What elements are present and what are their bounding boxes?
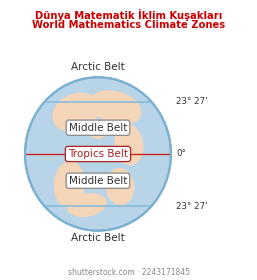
Ellipse shape xyxy=(106,168,134,205)
Text: Dünya Matematik İklim Kuşakları: Dünya Matematik İklim Kuşakları xyxy=(35,9,222,21)
Text: 23° 27': 23° 27' xyxy=(176,202,208,211)
Circle shape xyxy=(25,77,171,231)
Ellipse shape xyxy=(67,193,107,217)
Text: Arctic Belt: Arctic Belt xyxy=(71,233,125,243)
Text: Middle Belt: Middle Belt xyxy=(69,176,127,186)
Ellipse shape xyxy=(52,93,99,132)
Ellipse shape xyxy=(54,161,85,207)
Text: 0°: 0° xyxy=(176,150,186,158)
Ellipse shape xyxy=(114,124,143,165)
Text: 23° 27': 23° 27' xyxy=(176,97,208,106)
Ellipse shape xyxy=(88,123,108,139)
Text: Tropics Belt: Tropics Belt xyxy=(68,149,128,159)
Ellipse shape xyxy=(90,90,142,125)
Text: shutterstock.com · 2243171845: shutterstock.com · 2243171845 xyxy=(68,268,189,277)
Circle shape xyxy=(25,77,171,231)
Text: Middle Belt: Middle Belt xyxy=(69,123,127,133)
Text: Arctic Belt: Arctic Belt xyxy=(71,62,125,72)
Text: World Mathematics Climate Zones: World Mathematics Climate Zones xyxy=(32,20,225,30)
